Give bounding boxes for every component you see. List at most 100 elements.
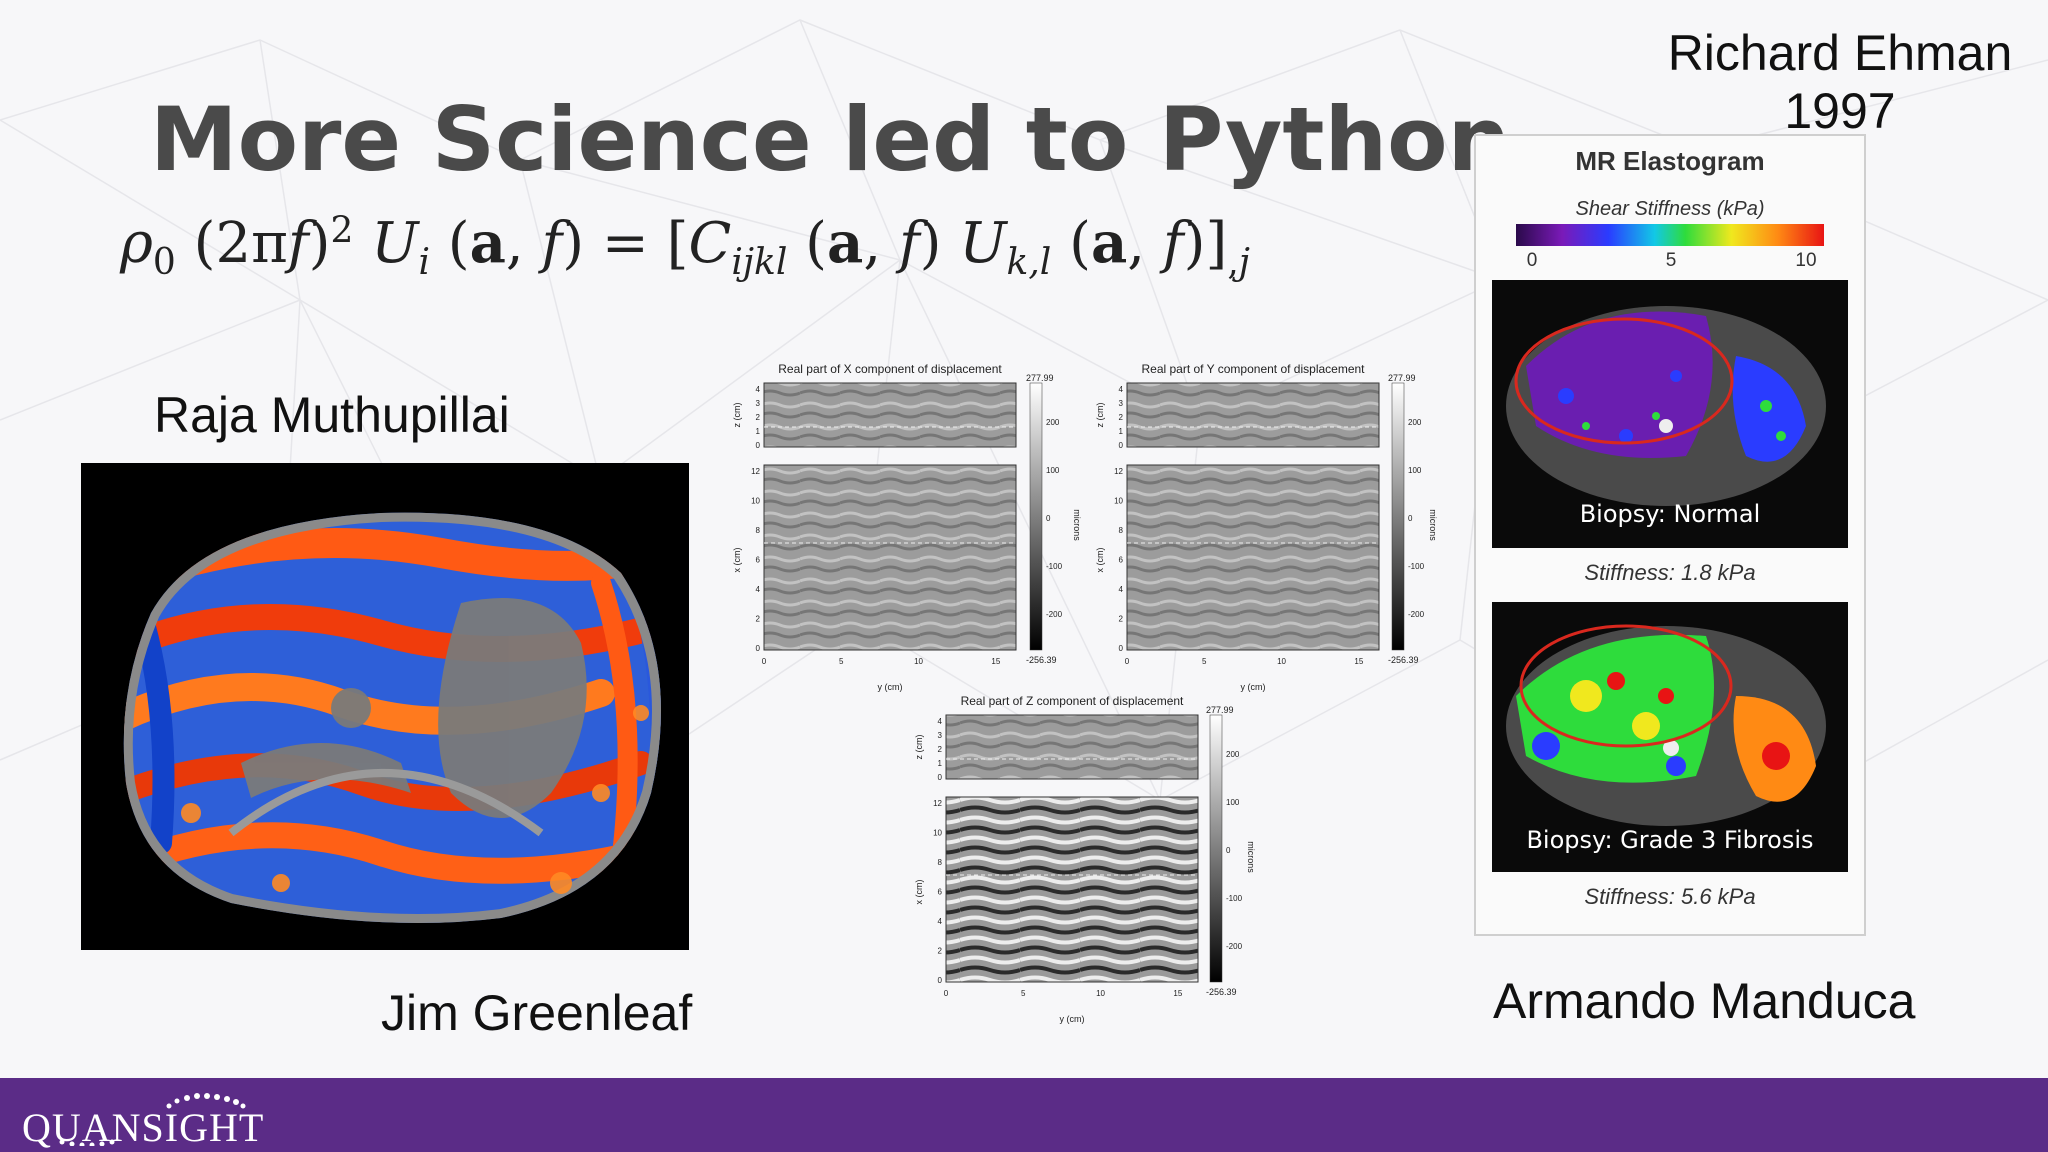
panel-x-x-tick: 10 (751, 497, 760, 506)
panel-x-title: Real part of X component of displacement (778, 362, 1002, 376)
panel-y-min: -256.39 (1388, 655, 1419, 665)
quansight-logo-text: QUANSIGHT (22, 1105, 265, 1150)
panel-z-z-tick: 1 (938, 759, 943, 768)
panel-x-displacement: Real part of X component of displacement… (732, 362, 1082, 692)
panel-x-x-tick: 4 (756, 585, 761, 594)
panel-y-y-tick: 0 (1125, 657, 1130, 666)
panel-z-y-label: y (cm) (1060, 1014, 1085, 1024)
panel-y-z-tick: 4 (1119, 385, 1124, 394)
panel-z-min: -256.39 (1206, 987, 1237, 997)
panel-z-title: Real part of Z component of displacement (961, 694, 1184, 708)
panel-y-z-tick: 3 (1119, 399, 1124, 408)
elastogram-panel1-label: Biopsy: Normal (1580, 500, 1761, 528)
panel-z-x-tick: 8 (938, 858, 943, 867)
panel-x-colorbar-tick: 200 (1046, 418, 1060, 427)
panel-z-colorbar-tick: -200 (1226, 942, 1243, 951)
panel-x-unit: microns (1072, 509, 1082, 541)
panel-y-title: Real part of Y component of displacement (1141, 362, 1365, 376)
panel-y-x-tick: 10 (1114, 497, 1123, 506)
panel-z-z-label: z (cm) (914, 735, 924, 760)
panel-z-x-tick: 0 (938, 976, 943, 985)
elasticity-equation: ρ0 (2πf)2 Ui (a, f) = [Cijkl (a, f) Uk,l… (120, 210, 1250, 284)
panel-z-x-tick: 6 (938, 888, 943, 897)
panel-z-y-tick: 0 (944, 989, 949, 998)
panel-z-x-tick: 12 (933, 799, 942, 808)
mr-elastogram-picture: MR Elastogram Shear Stiffness (kPa) 0 5 … (1492, 146, 1848, 909)
mr-elastogram-panel: MR Elastogram Shear Stiffness (kPa) 0 5 … (1474, 134, 1866, 936)
panel-z-displacement: Real part of Z component of displacement… (914, 694, 1256, 1024)
panel-y-z-tick: 0 (1119, 441, 1124, 450)
panel-x-y-tick: 15 (991, 657, 1000, 666)
panel-y-x-tick: 6 (1119, 556, 1124, 565)
panel-y-x-tick: 12 (1114, 467, 1123, 476)
panel-x-min: -256.39 (1026, 655, 1057, 665)
panel-z-unit: microns (1246, 841, 1256, 873)
panel-x-z-tick: 2 (756, 413, 761, 422)
panel-x-x-tick: 0 (756, 644, 761, 653)
panel-x-max: 277.99 (1026, 373, 1054, 383)
elastogram-normal-panel: Biopsy: Normal (1492, 280, 1848, 548)
panel-z-colorbar-tick: -100 (1226, 894, 1243, 903)
panel-x-y-tick: 0 (762, 657, 767, 666)
panel-x-x-tick: 2 (756, 615, 761, 624)
footer-bar (0, 1078, 2048, 1152)
elastogram-fibrosis-panel: Biopsy: Grade 3 Fibrosis (1492, 602, 1848, 872)
panel-z-z-tick: 0 (938, 773, 943, 782)
panel-y-y-tick: 15 (1354, 657, 1363, 666)
panel-y-max: 277.99 (1388, 373, 1416, 383)
panel-y-x-tick: 2 (1119, 615, 1124, 624)
panel-x-z-tick: 3 (756, 399, 761, 408)
elastogram-panel2-stiffness: Stiffness: 5.6 kPa (1584, 884, 1755, 909)
richard-ehman-name: Richard Ehman (1667, 25, 2013, 81)
panel-z-z-tick: 4 (938, 717, 943, 726)
panel-y-x-tick: 0 (1119, 644, 1124, 653)
panel-y-colorbar-tick: -100 (1408, 562, 1425, 571)
raja-muthupillai-caption: Raja Muthupillai (154, 387, 510, 443)
slide-title: More Science led to Python (150, 88, 1511, 191)
panel-y-unit: microns (1428, 509, 1438, 541)
panel-x-x-tick: 6 (756, 556, 761, 565)
panel-y-z-tick: 1 (1119, 427, 1124, 436)
panel-x-y-tick: 5 (839, 657, 844, 666)
elastogram-tick-10: 10 (1795, 250, 1816, 271)
armando-manduca-caption: Armando Manduca (1493, 973, 1916, 1029)
panel-y-z-tick: 2 (1119, 413, 1124, 422)
panel-z-z-tick: 2 (938, 745, 943, 754)
mre-wave-picture (81, 463, 689, 950)
quansight-logo-dots (59, 1093, 246, 1146)
panel-y-displacement: Real part of Y component of displacement… (1095, 362, 1438, 692)
panel-x-colorbar-tick: 0 (1046, 514, 1051, 523)
panel-z-z-tick: 3 (938, 731, 943, 740)
panel-z-x-tick: 2 (938, 947, 943, 956)
panel-z-colorbar-tick: 0 (1226, 846, 1231, 855)
panel-x-y-tick: 10 (914, 657, 923, 666)
panel-y-y-tick: 10 (1277, 657, 1286, 666)
mre-wave-image (81, 463, 689, 950)
panel-y-x-tick: 4 (1119, 585, 1124, 594)
elastogram-scale-label: Shear Stiffness (kPa) (1576, 198, 1765, 220)
panel-y-x-tick: 8 (1119, 526, 1124, 535)
elastogram-tick-0: 0 (1527, 250, 1538, 271)
panel-z-x-label: x (cm) (914, 880, 924, 905)
panel-x-z-label: z (cm) (732, 403, 742, 428)
elastogram-title: MR Elastogram (1575, 146, 1764, 176)
panel-x-x-label: x (cm) (732, 548, 742, 573)
panel-y-colorbar-tick: 200 (1408, 418, 1422, 427)
panel-y-z-label: z (cm) (1095, 403, 1105, 428)
panel-z-colorbar-tick: 100 (1226, 798, 1240, 807)
elastogram-color-scale (1516, 224, 1824, 246)
panel-x-colorbar-tick: -200 (1046, 610, 1063, 619)
panel-z-y-tick: 15 (1173, 989, 1182, 998)
jim-greenleaf-caption: Jim Greenleaf (381, 985, 693, 1041)
panel-x-x-tick: 12 (751, 467, 760, 476)
panel-z-colorbar-tick: 200 (1226, 750, 1240, 759)
panel-y-x-label: x (cm) (1095, 548, 1105, 573)
panel-y-colorbar-tick: -200 (1408, 610, 1425, 619)
panel-z-x-tick: 4 (938, 917, 943, 926)
elastogram-tick-5: 5 (1666, 250, 1677, 271)
panel-z-y-tick: 5 (1021, 989, 1026, 998)
richard-ehman-year: 1997 (1784, 83, 1896, 139)
panel-y-colorbar-tick: 100 (1408, 466, 1422, 475)
panel-x-colorbar-tick: 100 (1046, 466, 1060, 475)
quansight-logo: QUANSIGHT (22, 1090, 263, 1150)
